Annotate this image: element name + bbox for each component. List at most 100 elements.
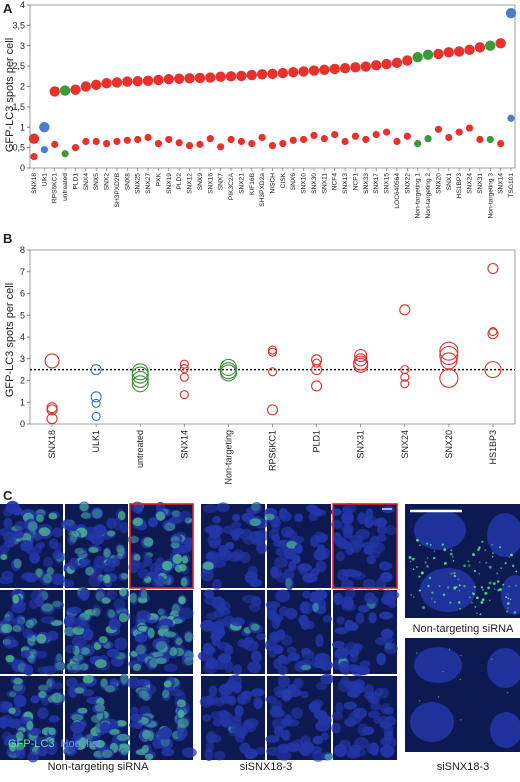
panel-a-point-small bbox=[268, 141, 277, 150]
panel-b-ytick-label: 8 bbox=[20, 245, 25, 255]
panel-a-point-small bbox=[248, 139, 256, 148]
panel-a-category-label: SNX17 bbox=[373, 173, 380, 194]
caption-zoom-sisnx18-3: siSNX18-3 bbox=[437, 761, 490, 773]
micrograph-panel bbox=[0, 500, 520, 763]
panel-a-ytick-label: 0,5 bbox=[12, 143, 25, 153]
panel-a-category-label: SNX8 bbox=[124, 173, 131, 191]
caption-zoom-non-targeting: Non-targeting siRNA bbox=[413, 623, 515, 635]
panel-b-point bbox=[440, 352, 458, 370]
panel-a-point-large bbox=[132, 76, 143, 87]
panel-b-point bbox=[46, 402, 58, 414]
panel-a-category-label: SNX18 bbox=[31, 173, 38, 194]
panel-b-category-label: Non-targeting bbox=[223, 430, 233, 485]
panel-b-point bbox=[353, 357, 369, 373]
panel-a-category-label: SH3PXD2a bbox=[259, 173, 266, 207]
panel-a-point-small bbox=[30, 152, 38, 161]
panel-b-point bbox=[91, 398, 101, 408]
panel-a-category-label: SNX6 bbox=[290, 173, 297, 191]
panel-a-point-large bbox=[28, 133, 40, 144]
panel-a-category-label: SNX30 bbox=[311, 173, 318, 194]
panel-a-point-large bbox=[505, 7, 517, 19]
panel-a-point-large bbox=[215, 71, 226, 82]
panel-a-point-small bbox=[372, 130, 380, 139]
panel-a-point-large bbox=[267, 68, 278, 80]
panel-a-point-small bbox=[206, 135, 214, 143]
non-targeting-tile bbox=[0, 500, 67, 588]
panel-a-point-large bbox=[256, 69, 268, 80]
panel-a-point-small bbox=[154, 139, 163, 148]
panel-b-point bbox=[267, 367, 278, 377]
panel-a-point-small bbox=[310, 131, 318, 139]
panel-a-point-small bbox=[40, 146, 48, 154]
panel-a-point-small bbox=[331, 130, 339, 139]
panel-a-point-small bbox=[455, 128, 463, 136]
panel-a-ytick-label: 0 bbox=[20, 163, 25, 173]
panel-b-category-label: PLD1 bbox=[312, 430, 322, 453]
panel-b-category-label: ULK1 bbox=[91, 430, 101, 453]
panel-a-point-small bbox=[414, 139, 422, 148]
panel-a-point-small bbox=[123, 136, 131, 144]
panel-a-point-large bbox=[485, 40, 496, 51]
panel-a-point-small bbox=[445, 133, 453, 142]
panel-a-point-small bbox=[497, 139, 505, 148]
non-targeting-tile bbox=[60, 501, 129, 588]
panel-c-letter: C bbox=[3, 488, 13, 503]
panel-a-category-label: SNX10 bbox=[301, 173, 308, 194]
sisnx18-tile bbox=[265, 673, 335, 762]
sisnx18-tile bbox=[197, 589, 266, 675]
panel-b-point bbox=[131, 375, 149, 393]
panel-b-category-label: SNX24 bbox=[400, 430, 410, 459]
panel-a-point-small bbox=[175, 139, 183, 147]
panel-a-point-large bbox=[298, 66, 309, 77]
panel-b-point bbox=[131, 363, 149, 381]
panel-a-point-large bbox=[329, 63, 340, 75]
panel-a-point-small bbox=[393, 137, 401, 146]
panel-b-ytick-label: 0 bbox=[20, 419, 25, 429]
panel-a-point-large bbox=[308, 65, 320, 76]
panel-a-point-large bbox=[246, 69, 257, 81]
panel-b-letter: B bbox=[3, 231, 12, 246]
panel-a-point-large bbox=[173, 73, 185, 84]
panel-b-plot-frame bbox=[29, 249, 516, 425]
panel-a-point-large bbox=[391, 57, 403, 69]
panel-a-point-small bbox=[279, 139, 287, 148]
panel-a-category-label: Ulk1 bbox=[41, 173, 48, 187]
panel-a-point-small bbox=[71, 144, 80, 152]
sisnx18-tile bbox=[199, 674, 266, 762]
panel-a-point-small bbox=[134, 135, 142, 144]
panel-b-category-label: SNX20 bbox=[444, 430, 454, 459]
panel-b-point bbox=[311, 380, 323, 392]
panel-a-point-small bbox=[185, 141, 194, 150]
panel-a-category-label: SNX22 bbox=[404, 173, 411, 194]
panel-a-point-small bbox=[382, 128, 391, 136]
panel-b-point bbox=[487, 328, 499, 340]
panel-b-point bbox=[484, 361, 502, 379]
panel-b-point bbox=[311, 364, 323, 376]
non-targeting-tile bbox=[127, 501, 193, 588]
panel-a-point-large bbox=[370, 60, 382, 71]
panel-b-ylabel: GFP-LC3 spots per cell bbox=[4, 283, 16, 397]
panel-a-point-large bbox=[70, 84, 81, 95]
sisnx18-tile bbox=[200, 502, 269, 590]
panel-a-point-large bbox=[277, 67, 289, 79]
panel-a-category-label: CISK bbox=[280, 172, 287, 188]
panel-a-category-label: NCF4 bbox=[332, 173, 339, 191]
panel-a-point-small bbox=[217, 143, 225, 151]
panel-a-ytick-label: 2,5 bbox=[12, 61, 25, 71]
non-targeting-zoom-box bbox=[129, 503, 194, 589]
panel-b-point bbox=[179, 372, 189, 382]
panel-b-point bbox=[90, 391, 102, 403]
panel-a-ytick-label: 4 bbox=[20, 0, 25, 10]
panel-a-point-small bbox=[165, 135, 173, 144]
panel-a-category-label: PIK3C2A bbox=[228, 172, 235, 200]
panel-b-category-label: SNX18 bbox=[47, 430, 57, 459]
panel-a-category-label: HS1BP3 bbox=[456, 173, 463, 199]
panel-b-ytick-label: 6 bbox=[20, 289, 25, 299]
non-targeting-tile bbox=[0, 676, 66, 763]
panel-b-category-label: HS1BP3 bbox=[488, 430, 498, 465]
zoom-sisnx18 bbox=[405, 638, 520, 752]
panel-a-point-large bbox=[194, 72, 206, 84]
panel-a-category-label: SNX20 bbox=[435, 173, 442, 194]
sisnx18-tile bbox=[263, 504, 331, 591]
